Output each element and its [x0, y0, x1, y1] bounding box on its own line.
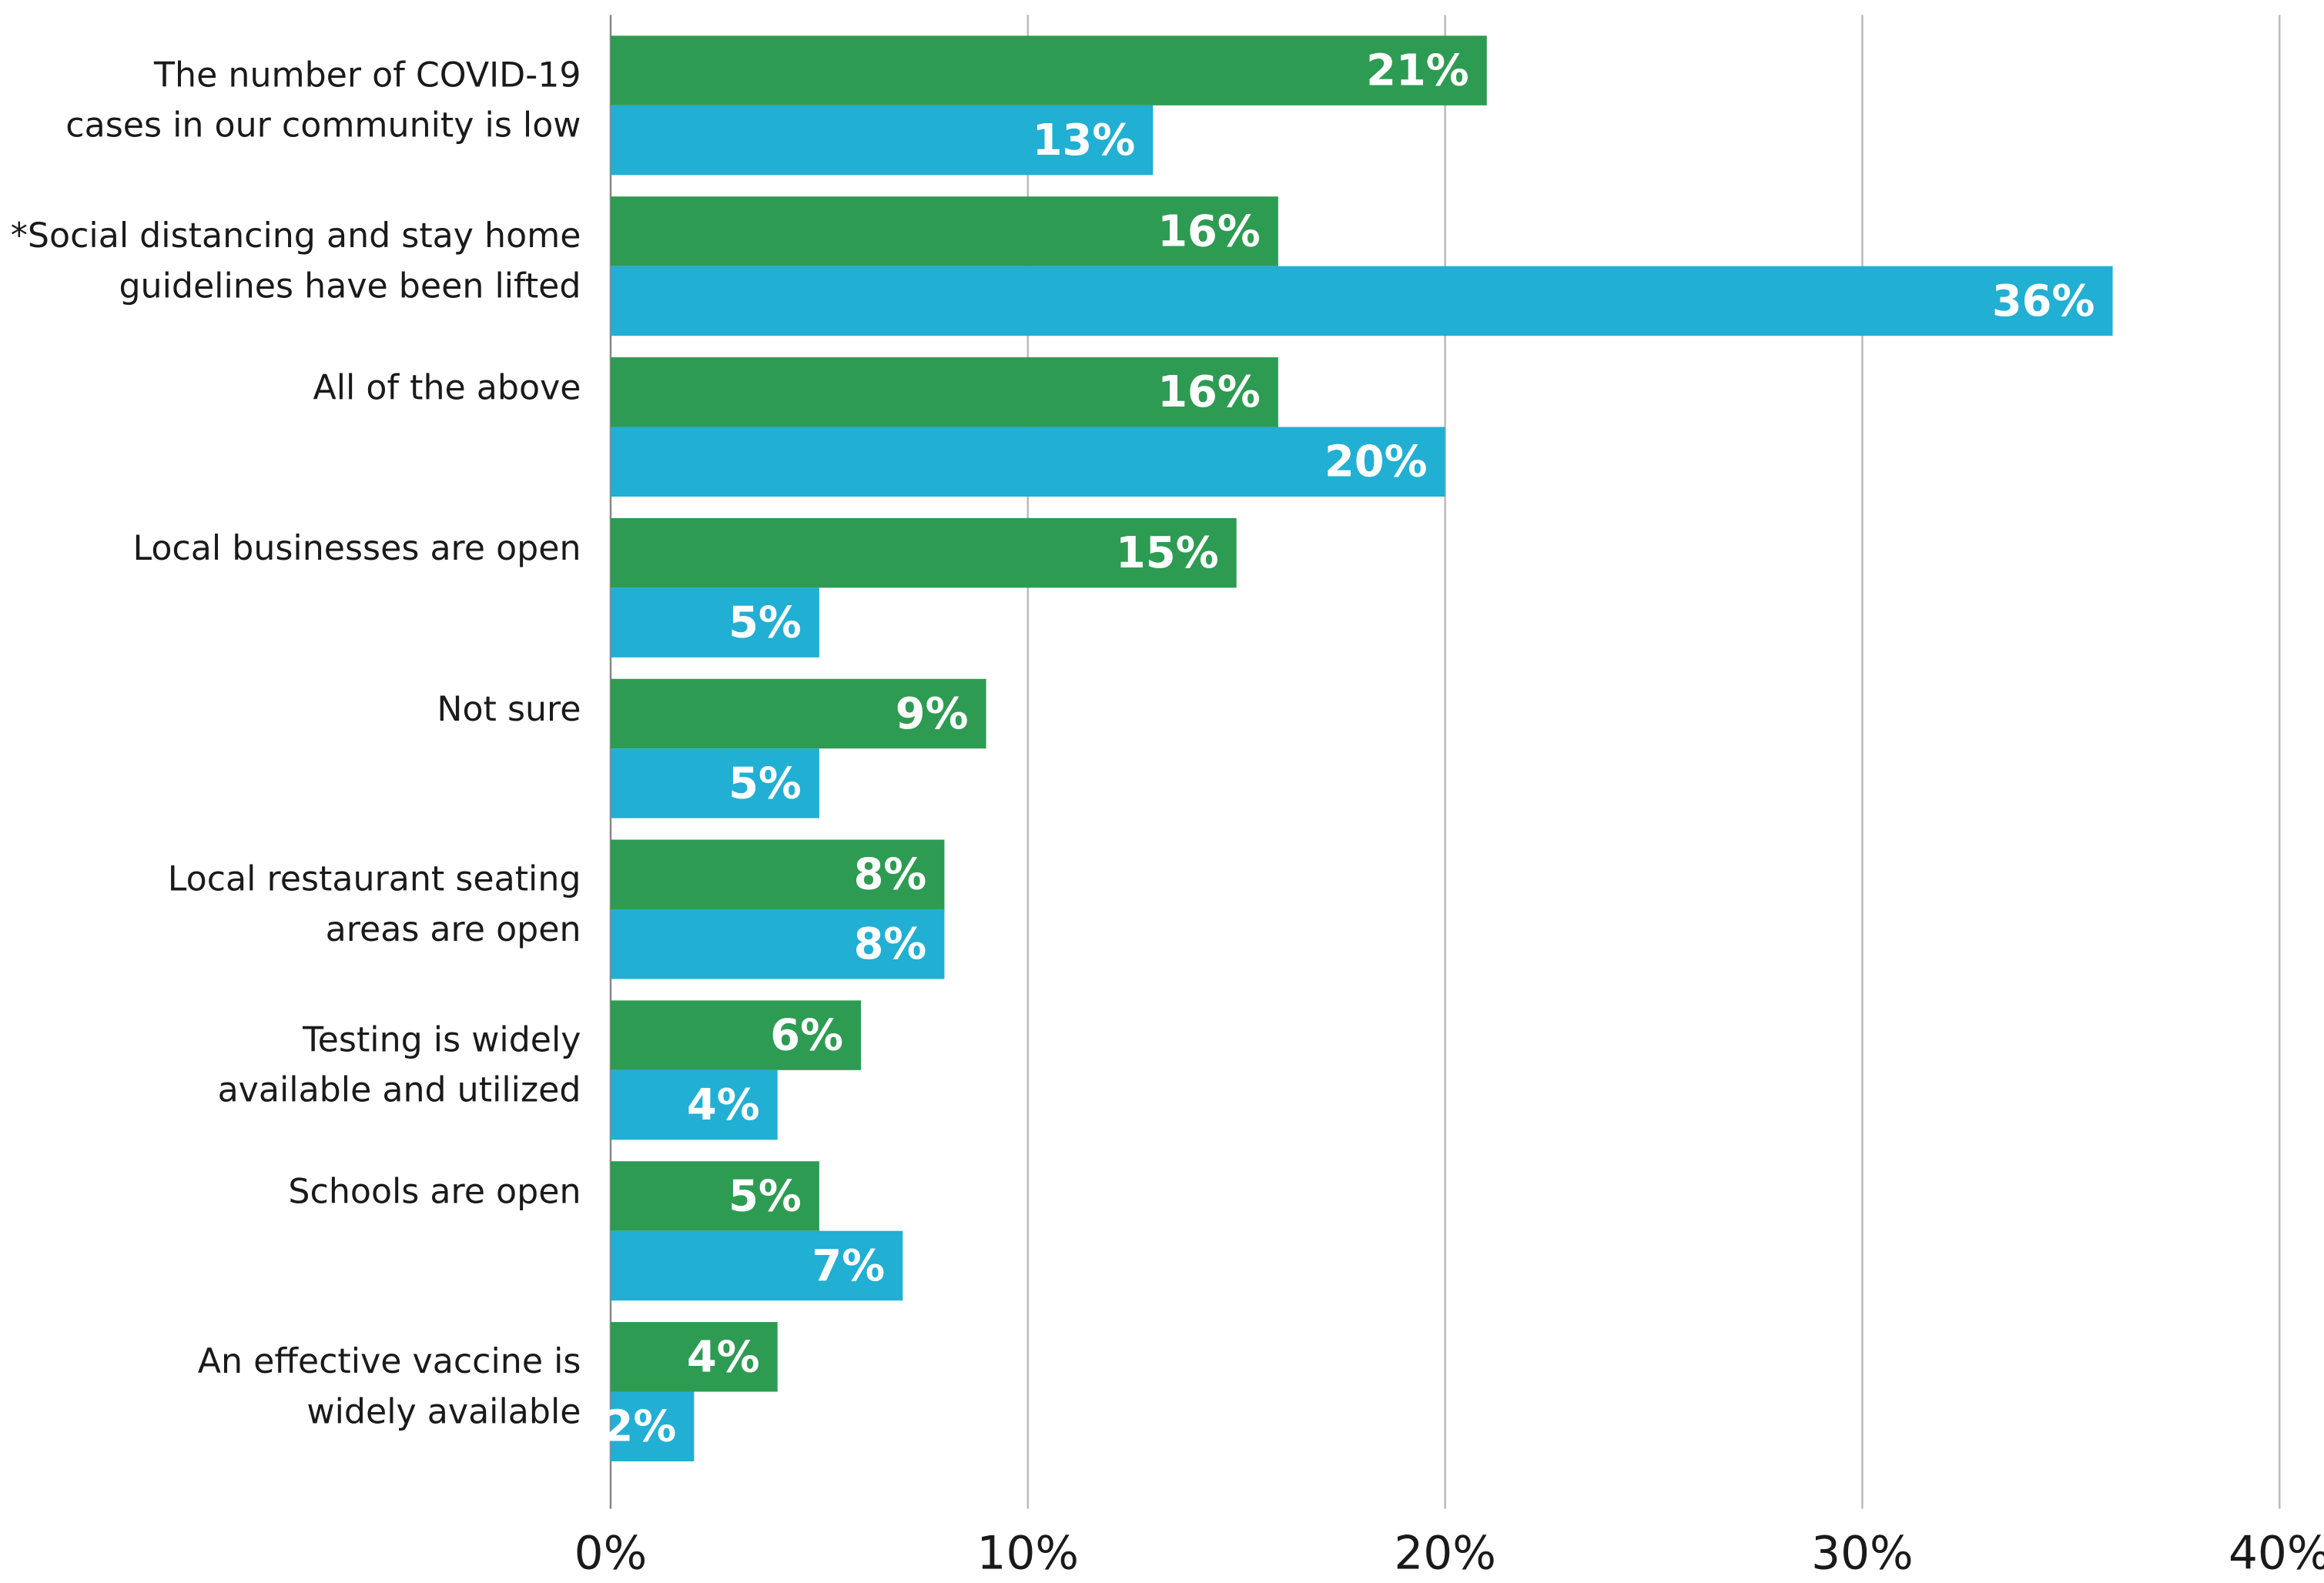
value-label: 8% [854, 919, 927, 969]
category-label: Testing is widely [302, 1020, 581, 1059]
x-tick-label: 30% [1811, 1528, 1914, 1581]
value-label: 16% [1157, 367, 1261, 417]
x-tick-label: 40% [2229, 1528, 2324, 1581]
value-label: 4% [687, 1080, 760, 1130]
category-label: The number of COVID-19 [153, 55, 581, 95]
category-label: areas are open [326, 910, 581, 949]
category-label: available and utilized [218, 1071, 581, 1110]
bar [610, 1000, 862, 1070]
bar [610, 1230, 903, 1301]
x-tick-label: 20% [1394, 1528, 1496, 1581]
value-label: 5% [728, 598, 802, 648]
category-label: An effective vaccine is [198, 1342, 581, 1381]
bar [610, 587, 819, 658]
value-label: 13% [1033, 115, 1136, 166]
x-tick-label: 0% [574, 1528, 648, 1581]
value-label: 4% [687, 1332, 760, 1382]
category-label: Schools are open [288, 1173, 581, 1212]
bar [610, 196, 1278, 266]
category-label: cases in our community is low [65, 106, 581, 146]
value-label: 7% [812, 1241, 885, 1291]
value-label: 2% [604, 1402, 677, 1452]
bar [610, 839, 945, 910]
category-label: Local businesses are open [132, 529, 581, 568]
bar [610, 266, 2113, 336]
value-label: 5% [728, 758, 802, 808]
value-label: 20% [1324, 437, 1428, 487]
value-label: 8% [854, 850, 927, 900]
category-label: Not sure [437, 690, 581, 729]
bar [610, 909, 945, 979]
value-label: 15% [1116, 528, 1219, 578]
bar [610, 1069, 778, 1140]
bar [610, 427, 1445, 497]
value-label: 9% [896, 689, 969, 739]
value-label: 21% [1366, 46, 1469, 96]
category-label: Local restaurant seating [168, 859, 581, 899]
category-label: All of the above [313, 368, 581, 407]
value-label: 5% [728, 1171, 802, 1221]
bar [610, 1391, 695, 1461]
category-label: *Social distancing and stay home [11, 216, 581, 256]
value-label: 36% [1992, 276, 2095, 326]
category-label: guidelines have been lifted [119, 267, 581, 306]
bar [610, 678, 986, 749]
bar [610, 35, 1487, 105]
value-label: 16% [1157, 206, 1261, 256]
value-label: 6% [770, 1011, 843, 1061]
bar [610, 1322, 778, 1392]
category-label: widely available [306, 1392, 581, 1431]
bar [610, 1161, 819, 1231]
x-tick-label: 10% [977, 1528, 1080, 1581]
bar [610, 357, 1278, 427]
bar [610, 517, 1237, 588]
bar [610, 748, 819, 818]
bar [610, 105, 1154, 176]
